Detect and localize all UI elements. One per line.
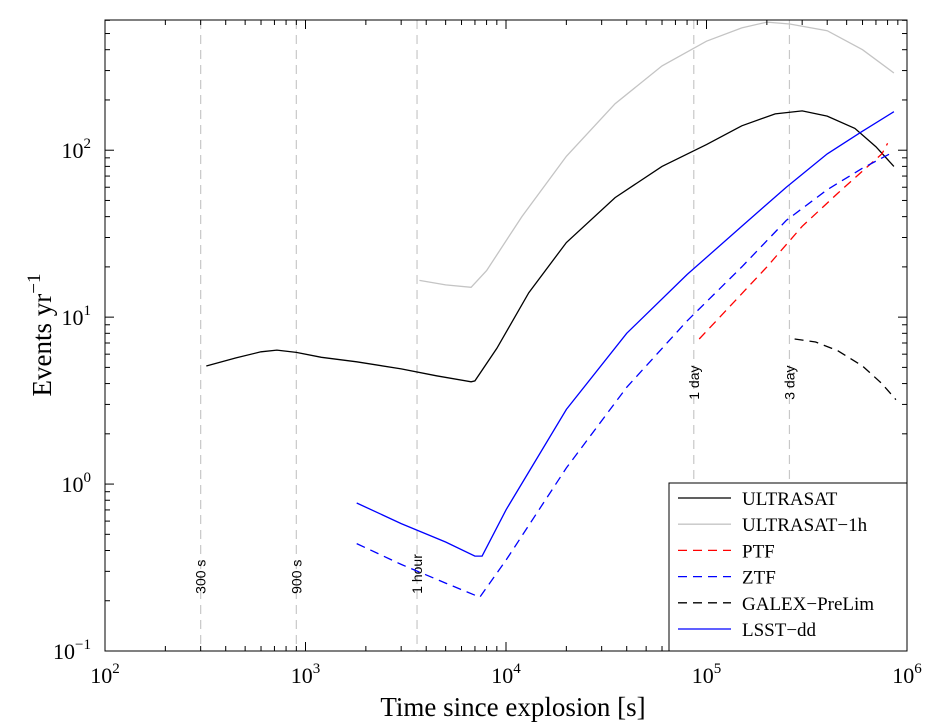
y-tick-label-exponent: 0 xyxy=(84,470,92,486)
y-tick-label-base: 10 xyxy=(62,472,84,497)
reference-label: 300 s xyxy=(193,560,209,594)
legend-label: ULTRASAT xyxy=(742,489,838,510)
y-tick-label: 100 xyxy=(62,470,92,497)
y-tick-label-base: 10 xyxy=(53,639,75,664)
y-axis-label-text: Events yr xyxy=(27,294,57,397)
series-line-lsst-dd xyxy=(356,111,895,557)
legend-label: ZTF xyxy=(742,568,776,589)
legend-label: PTF xyxy=(742,541,775,562)
series-line-ultrasat-1h xyxy=(419,21,895,288)
y-tick-label-exponent: 1 xyxy=(84,303,92,319)
y-axis-label: Events yr−1 xyxy=(24,274,57,397)
x-tick-label-base: 10 xyxy=(291,663,313,688)
reference-label: 1 day xyxy=(686,365,702,399)
x-tick-label: 105 xyxy=(692,661,722,688)
series-line-ztf xyxy=(356,151,895,598)
y-tick-label-base: 10 xyxy=(62,305,84,330)
data-series xyxy=(206,21,897,598)
x-tick-label-exponent: 5 xyxy=(714,661,722,677)
reference-labels: 300 s 900 s 1 hour 1 day 3 day xyxy=(193,365,798,593)
reference-label: 1 hour xyxy=(409,554,425,594)
x-tick-label: 104 xyxy=(491,661,521,688)
y-tick-label: 10−1 xyxy=(53,637,91,664)
x-tick-label: 106 xyxy=(892,661,922,688)
x-tick-label-exponent: 3 xyxy=(313,661,321,677)
x-tick-label: 102 xyxy=(90,661,120,688)
reference-lines xyxy=(200,20,791,651)
x-tick-label: 103 xyxy=(291,661,321,688)
legend-label: ULTRASAT−1h xyxy=(742,515,868,536)
x-tick-label-base: 10 xyxy=(892,663,914,688)
y-tick-label-exponent: 2 xyxy=(84,136,92,152)
legend-label: GALEX−PreLim xyxy=(742,594,874,615)
y-tick-label: 102 xyxy=(62,136,92,163)
reference-label: 900 s xyxy=(288,560,304,594)
y-tick-label-base: 10 xyxy=(62,138,84,163)
x-tick-label-exponent: 2 xyxy=(112,661,120,677)
x-axis-ticks: 102 103 104 105 106 xyxy=(90,20,922,688)
legend-box xyxy=(668,482,908,652)
series-line-galex-prelim xyxy=(794,338,897,401)
reference-label: 3 day xyxy=(781,365,797,399)
x-tick-label-base: 10 xyxy=(692,663,714,688)
legend-label: LSST−dd xyxy=(742,620,817,641)
y-axis-label-exponent: −1 xyxy=(24,274,45,294)
series-line-ultrasat xyxy=(206,110,895,383)
x-tick-label-base: 10 xyxy=(90,663,112,688)
y-tick-label: 101 xyxy=(62,303,92,330)
x-tick-label-exponent: 4 xyxy=(513,661,521,677)
x-tick-label-base: 10 xyxy=(491,663,513,688)
y-tick-label-exponent: −1 xyxy=(75,637,91,653)
series-line-ptf xyxy=(698,142,889,340)
x-tick-label-exponent: 6 xyxy=(914,661,922,677)
legend: ULTRASAT ULTRASAT−1h PTF ZTF GALEX−PreLim LSS… xyxy=(668,482,908,652)
x-axis-label: Time since explosion [s] xyxy=(380,692,645,722)
